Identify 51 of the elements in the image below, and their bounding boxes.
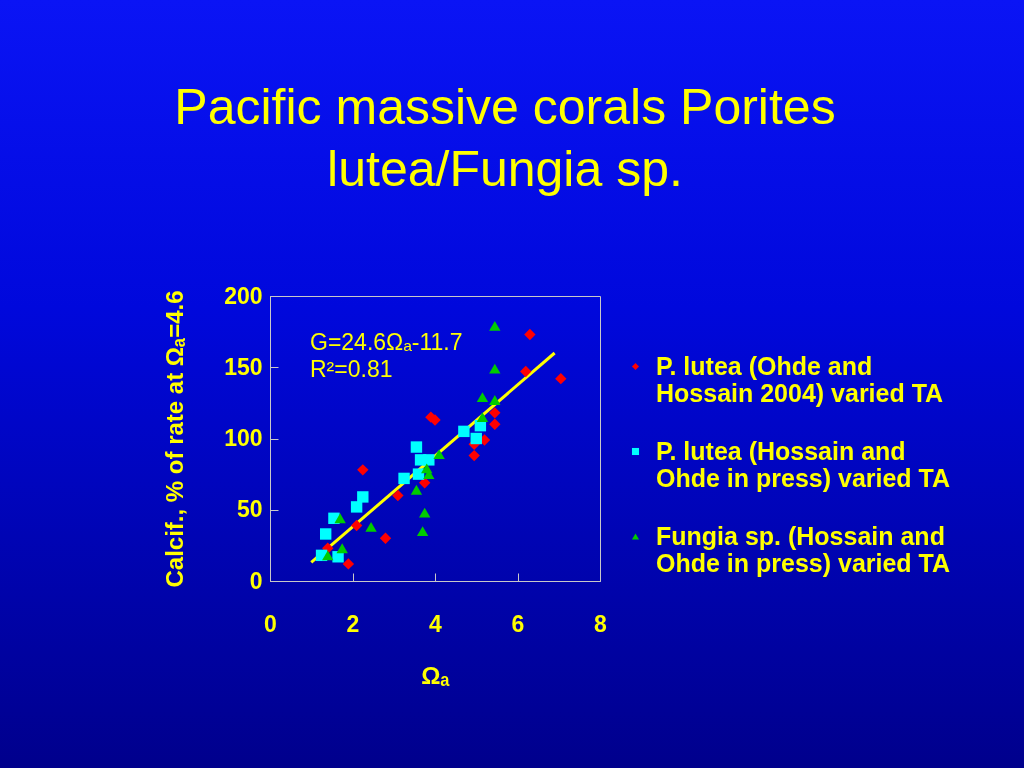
- point: [410, 484, 423, 495]
- point: [555, 372, 567, 385]
- y-tick-label: 100: [224, 425, 263, 451]
- point: [350, 519, 363, 532]
- x-tick-label: 4: [429, 610, 443, 637]
- point: [350, 501, 363, 513]
- point: [410, 441, 423, 453]
- point: [357, 464, 369, 476]
- point: [365, 521, 377, 532]
- x-tick-label: 6: [511, 610, 525, 637]
- annotation: G=24.6Ωₐ-11.7: [310, 329, 463, 355]
- x-tick-label: 2: [346, 610, 360, 637]
- point: [418, 507, 431, 518]
- point: [398, 472, 410, 485]
- point: [489, 363, 501, 374]
- legend-label: Fungia sp. (Hossain and Ohde in press) varied TA: [656, 521, 951, 577]
- point: [342, 558, 355, 570]
- point: [379, 532, 392, 544]
- point: [392, 489, 404, 502]
- point: [418, 476, 431, 489]
- y-tick-label: 0: [249, 567, 263, 594]
- y-tick-label: 200: [224, 282, 263, 309]
- y-axis-title: Calcif., % of rate at Ωₐ=4.6: [161, 290, 189, 588]
- point: [458, 425, 470, 438]
- point: [476, 412, 489, 423]
- point: [524, 328, 536, 341]
- legend-label: P. lutea (Hossain and Ohde in press) varied TA: [656, 436, 951, 492]
- point: [412, 468, 425, 480]
- point: [470, 432, 482, 445]
- legend-label: P. lutea (Ohde and Hossain 2004) varied TA: [656, 351, 944, 407]
- point: [520, 365, 532, 378]
- x-tick-label: 8: [594, 610, 608, 637]
- point: [357, 491, 369, 503]
- y-tick-label: 50: [236, 496, 263, 523]
- point: [334, 513, 346, 524]
- point: [433, 449, 445, 460]
- annotation: R²=0.81: [310, 356, 393, 382]
- x-axis-title: Ωₐ: [421, 661, 450, 689]
- point: [423, 454, 435, 466]
- point: [489, 418, 501, 430]
- point: [489, 320, 501, 331]
- point: [319, 528, 332, 540]
- chart-title: Pacific massive corals Porites lutea/Fungia sp.: [173, 78, 837, 199]
- point: [336, 543, 348, 554]
- y-tick-label: 150: [224, 353, 263, 380]
- point: [416, 526, 429, 537]
- point: [489, 407, 501, 419]
- point: [468, 449, 480, 462]
- point: [476, 392, 489, 403]
- point: [322, 550, 334, 561]
- point: [489, 395, 501, 405]
